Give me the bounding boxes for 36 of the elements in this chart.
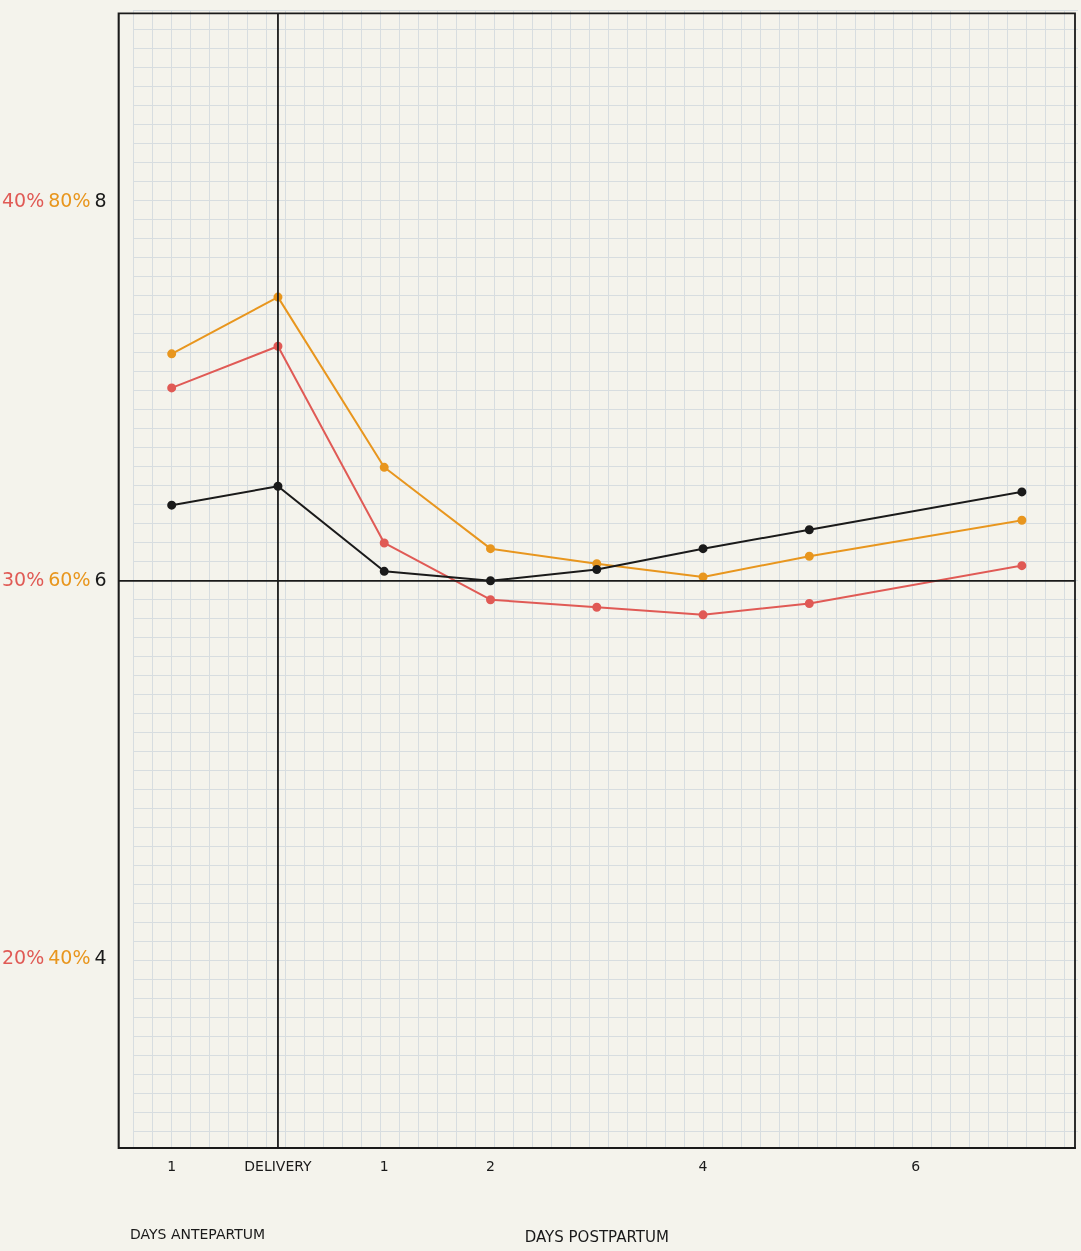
point (698, 610, 708, 620)
point (379, 462, 389, 472)
text: DAYS ANTEPARTUM (130, 1226, 266, 1242)
point (167, 349, 177, 359)
x-tick-label: 1 (379, 1158, 389, 1175)
point (698, 572, 708, 582)
x-axis-title: DAYS POSTPARTUM (524, 1227, 669, 1246)
y-tick-label: 6 (94, 567, 107, 590)
point (379, 566, 389, 576)
y3-tick-label: 20% (2, 946, 45, 968)
y-tick-label: 4 (94, 946, 107, 968)
point (804, 599, 814, 608)
y2-tick-label: 40% (48, 946, 91, 968)
x-tick-label: 4 (698, 1158, 708, 1175)
y2-tick-label: 80% (48, 189, 91, 212)
y2-tick-label: 60% (48, 567, 91, 590)
x-tick-label: 6 (911, 1158, 921, 1175)
point (167, 383, 177, 393)
y3-tick-label: 40% (2, 189, 45, 212)
point (804, 525, 814, 535)
point (592, 564, 602, 574)
x-tick-label: DELIVERY (244, 1158, 313, 1175)
x-tick-label: 2 (486, 1158, 495, 1175)
point (379, 538, 389, 548)
y-tick-label: 8 (94, 189, 107, 212)
point (592, 602, 602, 612)
point (1017, 561, 1027, 571)
point (1017, 487, 1027, 497)
point (1017, 515, 1027, 525)
x-tick-label: 1 (167, 1158, 177, 1175)
y3-tick-label: 30% (2, 567, 45, 590)
point (486, 544, 495, 554)
point (486, 595, 495, 605)
point (804, 551, 814, 561)
point (698, 544, 708, 554)
point (167, 500, 177, 510)
